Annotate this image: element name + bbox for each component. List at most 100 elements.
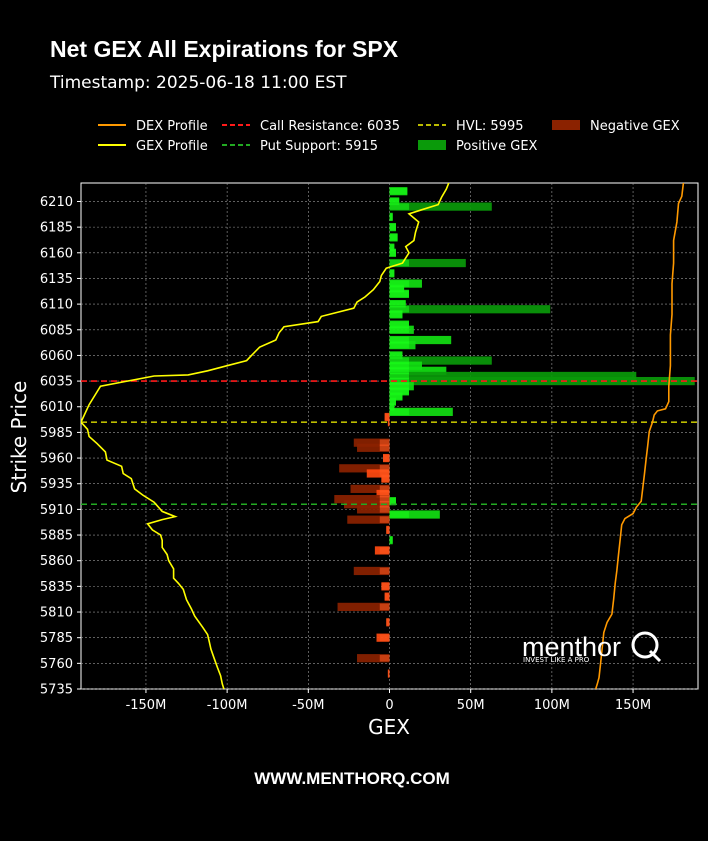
positive-gex-bar	[389, 510, 440, 519]
gex-profile-line	[81, 183, 450, 689]
positive-gex-bar-overlay	[389, 403, 395, 411]
negative-gex-bar	[334, 495, 390, 504]
menthorq-logo: menthor INVEST LIKE A PRO	[522, 631, 662, 664]
positive-gex-bar-overlay	[389, 536, 393, 544]
positive-gex-bar-overlay	[389, 336, 409, 344]
negative-gex-bar-overlay	[379, 603, 390, 611]
legend-entry: Negative GEX	[590, 119, 680, 134]
negative-gex-bar	[347, 515, 390, 524]
y-tick-label: 6085	[40, 323, 73, 338]
x-axis-ticks: -150M -100M -50M 0 50M 100M 150M	[126, 689, 651, 713]
positive-gex-bar-overlay	[389, 398, 396, 405]
x-tick-label: 150M	[615, 698, 651, 713]
negative-gex-bar-overlay	[379, 634, 390, 641]
x-axis-label: GEX	[368, 715, 410, 739]
y-tick-label: 5860	[40, 554, 73, 569]
y-tick-label: 5935	[40, 477, 73, 492]
positive-gex-bar-overlay	[389, 326, 409, 334]
legend-entry: HVL: 5995	[456, 119, 524, 134]
positive-gex-bar-overlay	[389, 213, 393, 221]
y-tick-label: 5735	[40, 683, 73, 698]
positive-gex-bar-overlay	[389, 244, 395, 251]
y-tick-label: 5760	[40, 657, 73, 672]
negative-gex-bar-overlay	[379, 495, 390, 503]
x-tick-label: 100M	[534, 698, 570, 713]
positive-gex-bar-overlay	[389, 377, 409, 385]
legend-swatch	[552, 120, 580, 130]
footer-website: WWW.MENTHORQ.COM	[254, 769, 449, 788]
chart-title: Net GEX All Expirations for SPX	[50, 36, 399, 62]
y-tick-label: 5910	[40, 503, 73, 518]
y-tick-label: 6185	[40, 221, 73, 236]
negative-gex-bar	[339, 464, 390, 473]
y-tick-label: 6060	[40, 349, 73, 364]
logo-q-icon	[631, 631, 659, 659]
positive-gex-bar	[389, 335, 452, 345]
positive-gex-bar-overlay	[389, 393, 403, 400]
positive-gex-bar-overlay	[389, 382, 409, 390]
negative-gex-bar-overlay	[379, 516, 390, 523]
positive-gex-bar-overlay	[389, 497, 396, 505]
x-tick-label: 50M	[457, 698, 485, 713]
positive-gex-bar-overlay	[389, 372, 409, 380]
negative-gex-bar-overlay	[379, 485, 390, 493]
legend-entry: DEX Profile	[136, 119, 208, 134]
positive-gex-bar-overlay	[389, 511, 409, 518]
chart-subtitle: Timestamp: 2025-06-18 11:00 EST	[49, 73, 347, 93]
y-tick-label: 6035	[40, 375, 73, 390]
y-tick-label: 5885	[40, 529, 73, 544]
positive-gex-bar-overlay	[389, 198, 400, 205]
negative-gex-bar-overlay	[381, 583, 390, 590]
positive-gex-bar-overlay	[389, 203, 409, 210]
positive-gex-bar-overlay	[389, 285, 405, 293]
y-tick-label: 6135	[40, 272, 73, 287]
negative-gex-bar-overlay	[379, 490, 390, 498]
negative-gex-bar-overlay	[379, 654, 390, 662]
positive-gex-bar	[389, 258, 466, 268]
negative-gex-bar	[353, 438, 390, 447]
x-tick-label: -100M	[207, 698, 248, 713]
negative-gex-bar-overlay	[379, 465, 390, 472]
negative-gex-bar	[337, 602, 390, 611]
logo-q-tail	[648, 649, 662, 663]
y-tick-label: 5810	[40, 606, 73, 621]
positive-gex-bar-overlay	[389, 341, 409, 349]
positive-gex-bar-overlay	[389, 223, 396, 231]
positive-gex-bar-overlay	[389, 362, 409, 369]
negative-gex-bar	[366, 469, 390, 478]
y-tick-label: 5985	[40, 426, 73, 441]
negative-gex-bar-overlay	[384, 413, 390, 421]
positive-gex-bar-overlay	[389, 300, 406, 308]
negative-gex-bar-overlay	[387, 670, 390, 677]
negative-gex-bar-overlay	[379, 444, 390, 452]
negative-gex-bar-overlay	[384, 593, 390, 600]
positive-gex-bar-overlay	[389, 280, 409, 287]
y-tick-label: 6210	[40, 195, 73, 210]
y-tick-label: 5835	[40, 580, 73, 595]
negative-gex-bar-overlay	[379, 567, 390, 575]
legend-entry: Put Support: 5915	[260, 139, 378, 154]
negative-gex-bar	[357, 443, 390, 452]
negative-gex-bar	[357, 505, 390, 514]
positive-gex-bar-overlay	[389, 367, 409, 375]
positive-gex-bar-overlay	[389, 321, 409, 328]
negative-gex-bar-overlay	[386, 526, 390, 534]
positive-gex-bar-overlay	[389, 259, 409, 267]
legend: DEX Profile GEX Profile Call Resistance: 6…	[98, 119, 680, 154]
positive-gex-bar-overlay	[389, 270, 395, 277]
positive-gex-bar	[389, 356, 492, 365]
positive-gex-bar-overlay	[389, 352, 403, 359]
negative-gex-bar-overlay	[381, 475, 390, 482]
negative-gex-bar	[350, 484, 390, 493]
legend-swatch	[418, 140, 446, 150]
positive-gex-bar-overlay	[389, 249, 396, 257]
positive-gex-bar-overlay	[389, 234, 398, 241]
x-tick-label: -150M	[126, 698, 167, 713]
y-tick-label: 6010	[40, 400, 73, 415]
negative-gex-bar-overlay	[387, 418, 390, 426]
y-tick-label: 6160	[40, 246, 73, 261]
legend-entry: GEX Profile	[136, 139, 208, 154]
positive-gex-bar-overlay	[389, 357, 409, 364]
positive-gex-bar	[389, 366, 447, 375]
